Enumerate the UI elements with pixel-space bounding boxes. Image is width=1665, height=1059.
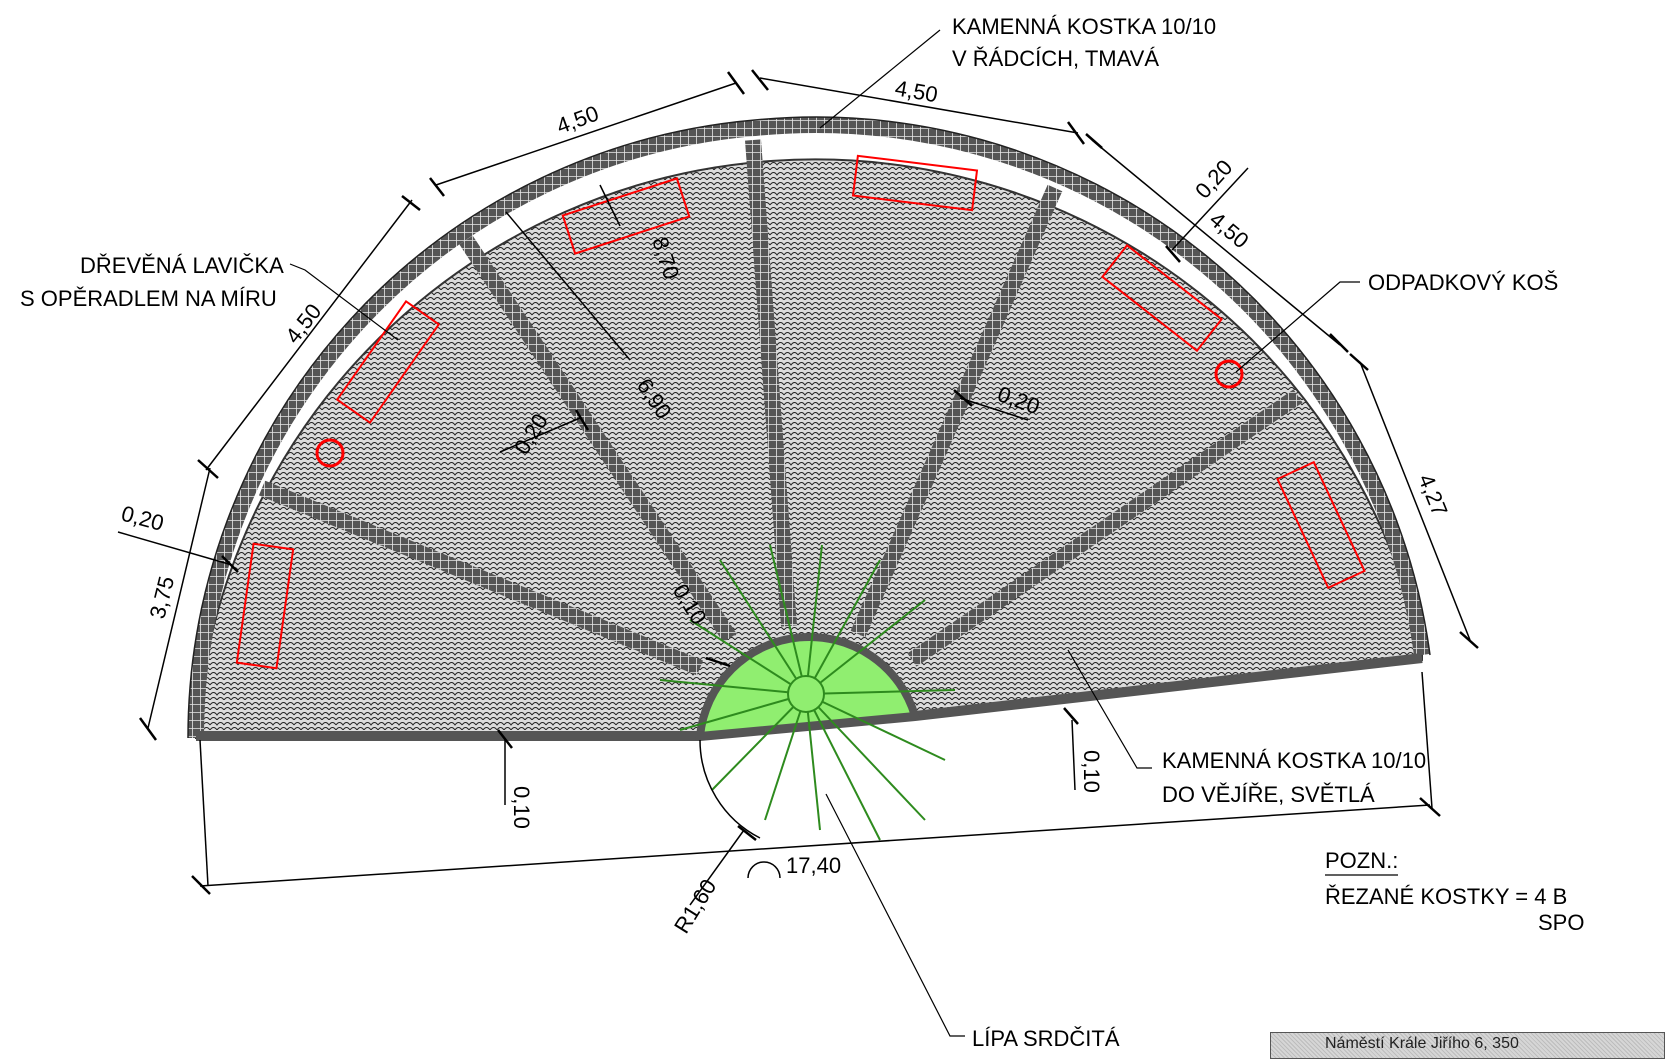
- dim-rim-right: 0,20: [1190, 155, 1237, 204]
- outer-rim-band: [188, 117, 1430, 739]
- radial-strips: [258, 139, 1303, 676]
- dimension-ticks: [138, 69, 1479, 895]
- footer-address-bar: Náměstí Krále Jiřího 6, 350: [1270, 1032, 1665, 1059]
- note-line-2: SPO: [1538, 910, 1584, 935]
- dim-tree-radius: R1,60: [669, 875, 721, 938]
- label-dark-stone-2: V ŘÁDCÍCH, TMAVÁ: [952, 46, 1159, 71]
- waste-bin: [315, 438, 345, 468]
- bench: [1276, 460, 1366, 590]
- note-line-1: ŘEZANÉ KOSTKY = 4 B: [1325, 884, 1567, 909]
- tree-canopy: [659, 544, 956, 841]
- benches: [235, 154, 1366, 670]
- angle-mark: [747, 861, 781, 879]
- dim-base-length: 17,40: [786, 853, 841, 878]
- dim-arc-left-upper: 4,50: [280, 299, 326, 348]
- bench: [1101, 243, 1223, 353]
- bench: [335, 299, 441, 425]
- waste-bin: [1214, 359, 1244, 389]
- label-bench-2: S OPĚRADLEM NA MÍRU: [20, 286, 277, 311]
- dim-arc-right-upper: 4,50: [1205, 207, 1254, 254]
- dim-edge-bottom-left: 0,10: [509, 786, 534, 829]
- leader-lines: [289, 29, 1360, 1037]
- label-tree: LÍPA SRDČITÁ: [972, 1026, 1120, 1051]
- dim-rim-left: 0,20: [119, 501, 167, 536]
- bench: [851, 154, 979, 212]
- label-light-stone-1: KAMENNÁ KOSTKA 10/10: [1162, 748, 1426, 773]
- bench: [561, 177, 691, 255]
- bench: [235, 542, 295, 670]
- dim-arc-left-lower: 3,75: [145, 574, 180, 622]
- dim-arc-top-left: 4,50: [553, 101, 602, 139]
- dimension-lines: [117, 77, 1471, 906]
- label-bench-1: DŘEVĚNÁ LAVIČKA: [80, 253, 284, 278]
- label-bin: ODPADKOVÝ KOŠ: [1368, 270, 1558, 295]
- label-light-stone-2: DO VĚJÍŘE, SVĚTLÁ: [1162, 782, 1375, 807]
- dim-edge-bottom-right: 0,10: [1079, 750, 1104, 793]
- note-title: POZN.:: [1325, 848, 1398, 873]
- label-dark-stone-1: KAMENNÁ KOSTKA 10/10: [952, 14, 1216, 39]
- footer-address: Náměstí Krále Jiřího 6, 350: [1325, 1035, 1519, 1052]
- outer-rim-edge: [187, 116, 1431, 739]
